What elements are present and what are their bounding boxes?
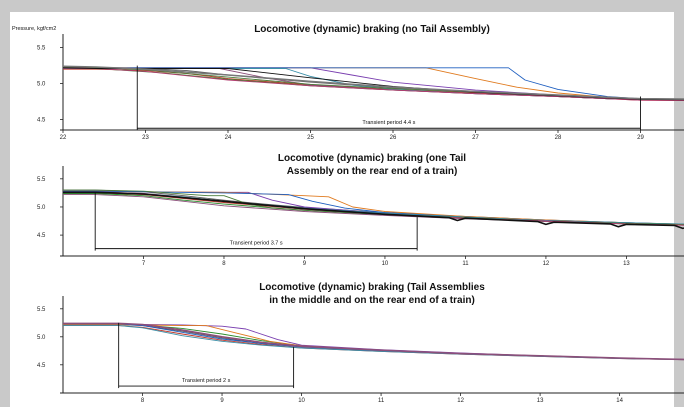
chart-title-line: Locomotive (dynamic) braking (no Tail As… <box>254 24 490 35</box>
x-tick-label: 24 <box>225 135 232 141</box>
x-tick-label: 11 <box>462 261 469 267</box>
chart-title-line: Locomotive (dynamic) braking (one Tail <box>278 153 466 164</box>
annotation-label: Transient period 4.4 s <box>362 120 415 126</box>
x-tick-label: 22 <box>60 135 67 141</box>
x-tick-label: 25 <box>307 135 314 141</box>
x-tick-label: 26 <box>390 135 397 141</box>
y-tick-label: 5.5 <box>37 307 46 313</box>
y-tick-label: 4.5 <box>37 363 46 369</box>
series-line <box>63 191 684 230</box>
x-tick-label: 8 <box>222 261 226 267</box>
x-tick-label: 29 <box>637 135 644 141</box>
y-tick-label: 4.5 <box>37 118 46 124</box>
x-tick-label: 10 <box>298 398 305 404</box>
y-tick-label: 5.5 <box>37 177 46 183</box>
x-tick-label: 13 <box>623 261 630 267</box>
x-tick-label: 8 <box>141 398 145 404</box>
x-tick-label: 7 <box>142 261 146 267</box>
chart-panel-no-tail-assembly: Locomotive (dynamic) braking (no Tail As… <box>37 24 684 141</box>
chart-title-line: in the middle and on the rear end of a t… <box>269 295 475 306</box>
y-tick-label: 5.5 <box>37 46 46 52</box>
x-tick-label: 12 <box>457 398 464 404</box>
annotation-label: Transient period 2 s <box>182 378 231 384</box>
chart-panel-two-tail-assemblies: Locomotive (dynamic) braking (Tail Assem… <box>37 282 684 404</box>
x-tick-label: 9 <box>220 398 224 404</box>
x-tick-label: 28 <box>555 135 562 141</box>
x-tick-label: 14 <box>616 398 623 404</box>
x-tick-label: 12 <box>543 261 550 267</box>
y-axis-label: Pressure, kgf/cm2 <box>12 26 56 32</box>
y-tick-label: 5.0 <box>37 205 46 211</box>
x-tick-label: 27 <box>472 135 479 141</box>
series-line <box>63 322 684 361</box>
series-line <box>62 65 684 100</box>
chart-title-line: Locomotive (dynamic) braking (Tail Assem… <box>259 282 485 293</box>
y-tick-label: 5.0 <box>37 335 46 341</box>
chart-panel-one-tail-assembly: Locomotive (dynamic) braking (one Tail As… <box>37 153 684 267</box>
x-tick-label: 10 <box>382 261 389 267</box>
x-tick-label: 13 <box>537 398 544 404</box>
x-tick-label: 11 <box>378 398 385 404</box>
annotation-label: Transient period 3.7 s <box>230 241 283 247</box>
x-tick-label: 9 <box>303 261 307 267</box>
series-line <box>62 67 684 102</box>
x-tick-label: 23 <box>142 135 149 141</box>
y-tick-label: 4.5 <box>37 233 46 239</box>
y-tick-label: 5.0 <box>37 82 46 88</box>
chart-title-line: Assembly on the rear end of a train) <box>287 166 458 177</box>
